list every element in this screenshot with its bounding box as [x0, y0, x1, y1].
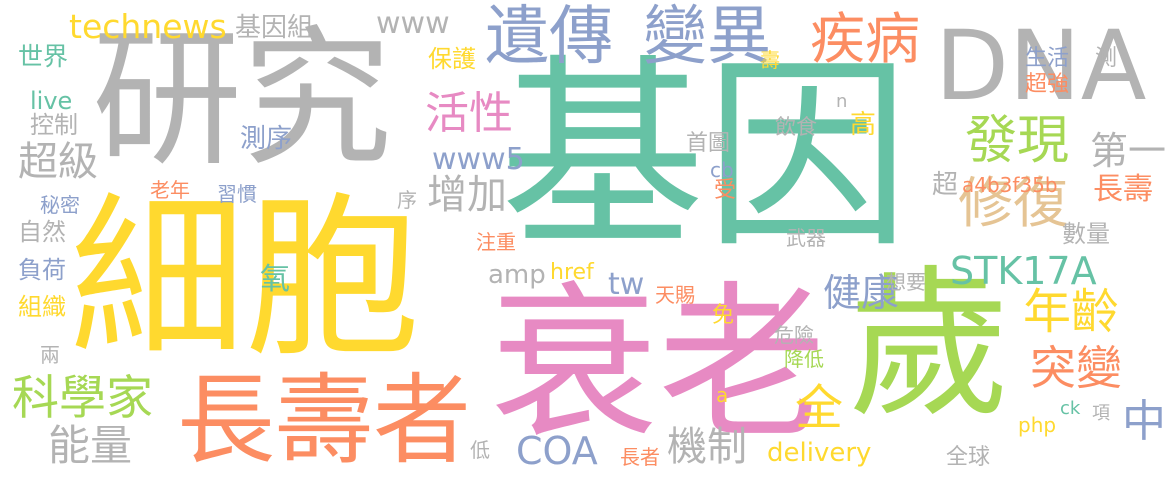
- word-cloud-term: 超級: [18, 139, 98, 185]
- word-cloud-term: 細胞: [70, 178, 420, 381]
- word-cloud-term: 組織: [18, 293, 66, 321]
- word-cloud-term: href: [550, 260, 594, 285]
- word-cloud-term: tw: [608, 267, 645, 302]
- word-cloud-term: 研究: [92, 13, 393, 187]
- word-cloud-term: 長壽者: [177, 364, 472, 478]
- word-cloud-term: 天賜: [655, 283, 695, 307]
- word-cloud-term: 兩: [40, 343, 60, 367]
- word-cloud-term: 健康: [823, 271, 900, 315]
- word-cloud-term: 突變: [1030, 341, 1122, 395]
- word-cloud-term: 年齡: [1023, 284, 1120, 340]
- word-cloud-term: 低: [470, 438, 490, 462]
- word-cloud-term: 測序: [240, 124, 293, 154]
- word-cloud-term: 降低: [784, 347, 824, 371]
- word-cloud-term: 項: [1092, 403, 1110, 424]
- word-cloud-term: 長壽: [1093, 172, 1153, 207]
- word-cloud-term: STK17A: [950, 249, 1097, 293]
- word-cloud-term: 發現: [965, 111, 1070, 171]
- word-cloud-term: 秘密: [40, 193, 80, 217]
- word-cloud-term: DNA: [935, 10, 1147, 122]
- word-cloud-term: 飲食: [775, 115, 817, 139]
- word-cloud-term: 科學家: [12, 371, 153, 426]
- word-cloud-term: 全球: [946, 445, 991, 470]
- word-cloud-term: 修復: [958, 171, 1069, 235]
- word-cloud-term: 全: [795, 380, 844, 436]
- word-cloud-term: 測: [1095, 46, 1118, 71]
- word-cloud-term: 想要: [886, 270, 926, 294]
- word-cloud-term: a4b3f35b: [962, 173, 1058, 197]
- word-cloud-term: www: [376, 6, 450, 41]
- word-cloud-term: 序: [397, 188, 417, 212]
- word-cloud-term: 負荷: [18, 256, 66, 284]
- word-cloud-term: 衰老: [490, 266, 826, 462]
- word-cloud-term: ck: [1060, 398, 1081, 419]
- word-cloud-term: 基因: [500, 38, 910, 276]
- word-cloud-term: amp: [488, 260, 546, 290]
- word-cloud-term: 自然: [18, 218, 66, 246]
- word-cloud-term: 保護: [428, 45, 476, 73]
- word-cloud-term: cb: [710, 158, 734, 182]
- word-cloud-term: 超強: [1025, 72, 1070, 97]
- word-cloud-term: 高: [850, 110, 877, 140]
- word-cloud-term: 中: [1122, 396, 1166, 447]
- word-cloud-term: 機制: [667, 424, 747, 470]
- word-cloud-term: 世界: [18, 42, 69, 71]
- word-cloud-term: live: [30, 87, 73, 115]
- word-cloud-term: n: [836, 91, 848, 112]
- word-cloud-term: 歲: [848, 252, 1010, 440]
- word-cloud-term: a: [716, 383, 729, 407]
- word-cloud-term: 數量: [1062, 220, 1110, 248]
- word-cloud-term: 增加: [427, 172, 507, 218]
- word-cloud-term: 習慣: [217, 182, 257, 206]
- word-cloud-term: 生活: [1025, 46, 1070, 71]
- word-cloud-term: 活性: [425, 88, 513, 139]
- word-cloud-term: 疾病: [810, 7, 921, 71]
- word-cloud-term: 危險: [774, 323, 814, 347]
- word-cloud-term: 基因組: [235, 13, 314, 43]
- word-cloud-term: 注重: [476, 230, 516, 254]
- word-cloud-term: 長者: [620, 445, 660, 469]
- word-cloud-term: 首圖: [686, 131, 731, 156]
- word-cloud-term: 變異: [643, 0, 771, 74]
- word-cloud-term: 能量: [48, 421, 133, 470]
- word-cloud-term: php: [1018, 413, 1057, 437]
- word-cloud-term: www5: [432, 142, 525, 177]
- word-cloud-term: 氧: [260, 262, 290, 297]
- word-cloud-term: 超: [932, 170, 959, 200]
- word-cloud-term: 控制: [30, 111, 78, 139]
- word-cloud-term: 免: [712, 303, 735, 328]
- word-cloud-term: 受: [714, 178, 737, 203]
- word-cloud-term: 壽: [760, 48, 780, 72]
- word-cloud-term: COA: [516, 429, 598, 473]
- word-cloud-term: delivery: [767, 438, 872, 468]
- word-cloud-term: 老年: [150, 178, 190, 202]
- word-cloud-term: 武器: [786, 226, 826, 250]
- word-cloud-term: technews: [69, 7, 227, 46]
- word-cloud-term: 遺傳: [485, 0, 613, 74]
- word-cloud-term: 第一: [1090, 129, 1167, 173]
